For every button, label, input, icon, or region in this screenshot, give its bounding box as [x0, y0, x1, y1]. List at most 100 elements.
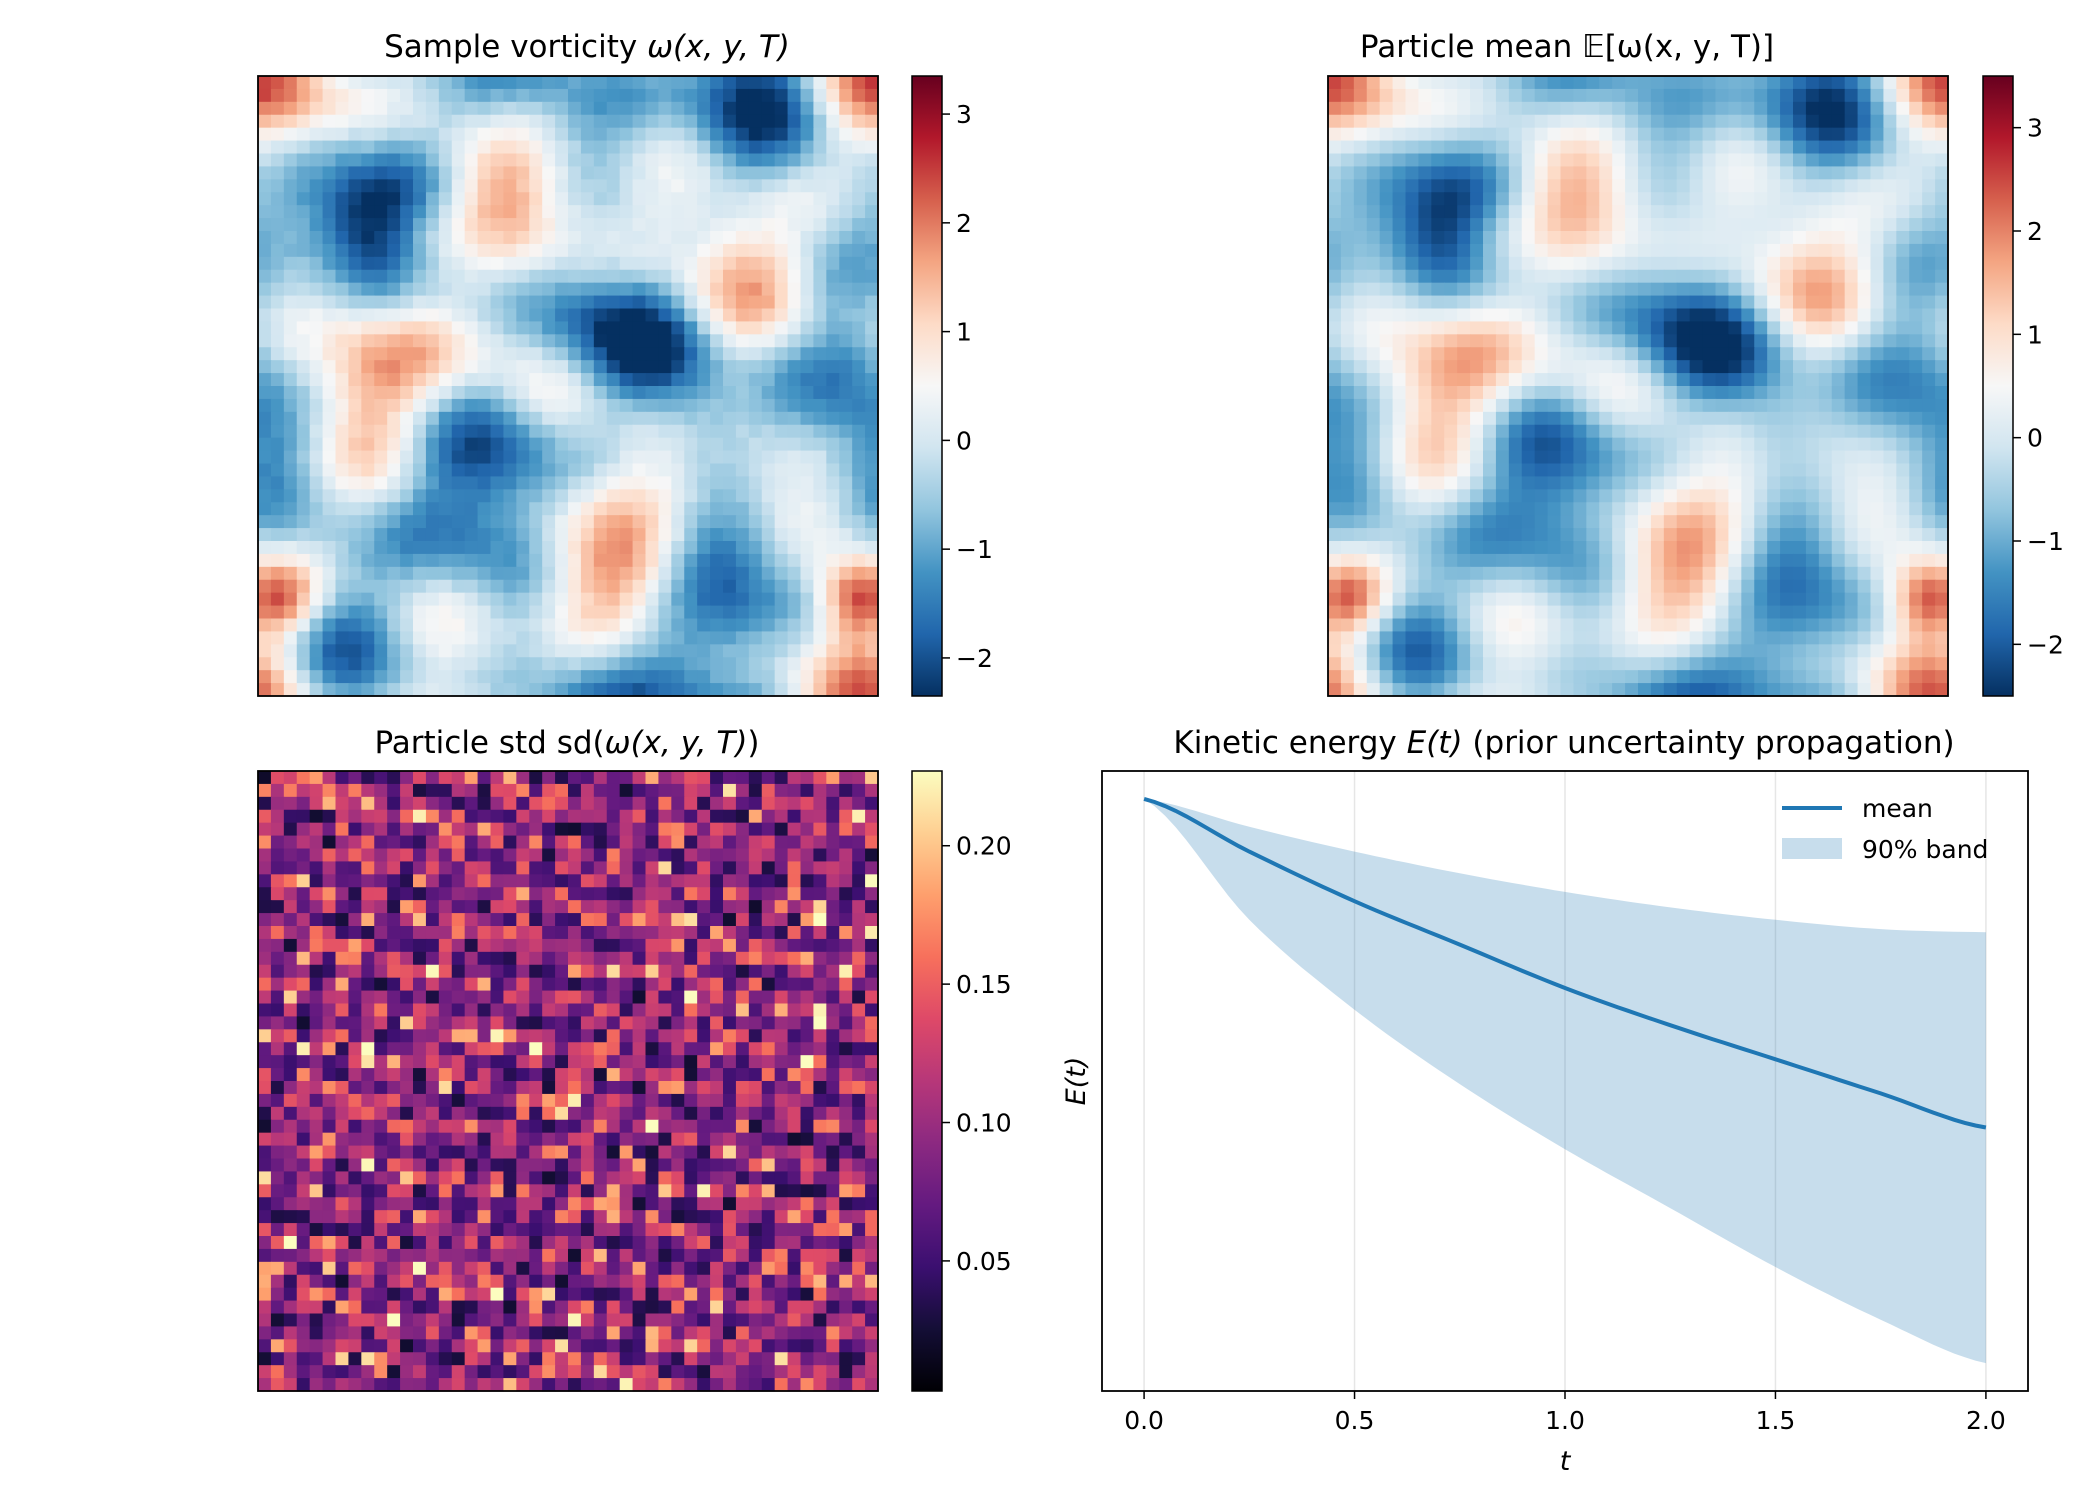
- vorticity-cell: [542, 541, 556, 555]
- vorticity-cell: [710, 489, 724, 503]
- vorticity-cell: [335, 631, 350, 645]
- vorticity-cell: [309, 308, 324, 323]
- mean-cell: [1909, 437, 1923, 452]
- vorticity-cell: [787, 295, 802, 310]
- vorticity-cell: [710, 321, 724, 335]
- mean-cell: [1831, 308, 1846, 323]
- vorticity-cell: [671, 592, 685, 607]
- vorticity-cell: [761, 476, 776, 490]
- vorticity-cell: [606, 295, 621, 310]
- vorticity-cell: [593, 360, 608, 374]
- vorticity-cell: [774, 360, 789, 374]
- mean-cell: [1483, 101, 1497, 116]
- std-cell: [671, 783, 685, 798]
- mean-cell: [1793, 618, 1807, 633]
- mean-cell: [1870, 360, 1885, 374]
- vorticity-cell: [555, 631, 569, 645]
- vorticity-cell: [658, 437, 672, 452]
- vorticity-cell: [593, 437, 608, 452]
- mean-cell: [1457, 463, 1471, 478]
- vorticity-cell: [580, 618, 595, 633]
- vorticity-cell: [761, 243, 776, 258]
- vorticity-cell: [632, 605, 647, 620]
- std-cell: [387, 809, 401, 824]
- vorticity-cell: [645, 282, 660, 297]
- mean-cell: [1366, 347, 1381, 361]
- mean-cell: [1922, 153, 1936, 168]
- vorticity-cell: [865, 256, 879, 271]
- vorticity-cell: [593, 256, 608, 271]
- vorticity-cell: [684, 528, 698, 542]
- mean-cell: [1508, 127, 1523, 142]
- std-cell: [568, 796, 582, 811]
- vorticity-cell: [425, 269, 440, 284]
- mean-cell: [1793, 398, 1807, 413]
- vorticity-cell: [697, 153, 711, 168]
- mean-cell: [1702, 515, 1717, 529]
- vorticity-cell: [335, 386, 350, 400]
- vorticity-cell: [438, 76, 453, 90]
- mean-cell: [1883, 166, 1897, 180]
- mean-cell: [1366, 553, 1381, 568]
- mean-cell: [1560, 308, 1575, 323]
- mean-cell: [1780, 657, 1794, 671]
- vorticity-cell: [580, 334, 595, 348]
- vorticity-cell: [710, 657, 724, 671]
- mean-cell: [1405, 321, 1420, 335]
- vorticity-cell: [774, 205, 789, 219]
- vorticity-cell: [387, 528, 401, 542]
- vorticity-cell: [283, 179, 298, 193]
- vorticity-cell: [438, 114, 453, 129]
- mean-cell: [1353, 566, 1368, 581]
- vorticity-cell: [477, 269, 492, 284]
- vorticity-cell: [270, 360, 285, 374]
- std-cell: [438, 822, 453, 837]
- vorticity-cell: [710, 256, 724, 271]
- mean-cell: [1560, 114, 1575, 129]
- mean-cell: [1625, 334, 1639, 348]
- vorticity-cell: [748, 243, 763, 258]
- vorticity-cell: [658, 528, 672, 542]
- mean-cell: [1676, 579, 1691, 594]
- mean-cell: [1521, 334, 1536, 348]
- vorticity-cell: [270, 592, 285, 607]
- vorticity-cell: [529, 644, 543, 658]
- mean-cell: [1689, 360, 1704, 374]
- vorticity-cell: [322, 528, 337, 542]
- mean-cell: [1780, 321, 1794, 335]
- vorticity-cell: [619, 218, 634, 232]
- vorticity-cell: [464, 295, 479, 310]
- mean-cell: [1728, 88, 1742, 103]
- mean-cell: [1340, 308, 1355, 323]
- vorticity-cell: [774, 566, 789, 581]
- mean-cell: [1896, 528, 1910, 542]
- vorticity-cell: [658, 308, 672, 323]
- vorticity-cell: [335, 101, 350, 116]
- vorticity-cell: [296, 114, 311, 129]
- mean-cell: [1470, 76, 1484, 90]
- vorticity-cell: [684, 373, 698, 387]
- mean-cell: [1508, 592, 1523, 607]
- vorticity-cell: [529, 424, 543, 439]
- vorticity-cell: [826, 231, 840, 245]
- vorticity-cell: [723, 476, 737, 490]
- vorticity-cell: [270, 618, 285, 633]
- mean-cell: [1573, 308, 1587, 323]
- mean-cell: [1676, 166, 1691, 180]
- mean-cell: [1573, 644, 1587, 658]
- vorticity-cell: [451, 631, 466, 645]
- mean-cell: [1392, 360, 1407, 374]
- vorticity-cell: [826, 541, 840, 555]
- mean-cell: [1896, 592, 1910, 607]
- vorticity-cell: [606, 592, 621, 607]
- vorticity-cell: [555, 579, 569, 594]
- mean-cell: [1340, 618, 1355, 633]
- mean-cell: [1638, 347, 1652, 361]
- vorticity-cell: [865, 670, 879, 684]
- vorticity-cell: [593, 373, 608, 387]
- mean-cell: [1599, 463, 1613, 478]
- std-cell: [774, 822, 789, 837]
- vorticity-cell: [671, 670, 685, 684]
- vorticity-cell: [387, 295, 401, 310]
